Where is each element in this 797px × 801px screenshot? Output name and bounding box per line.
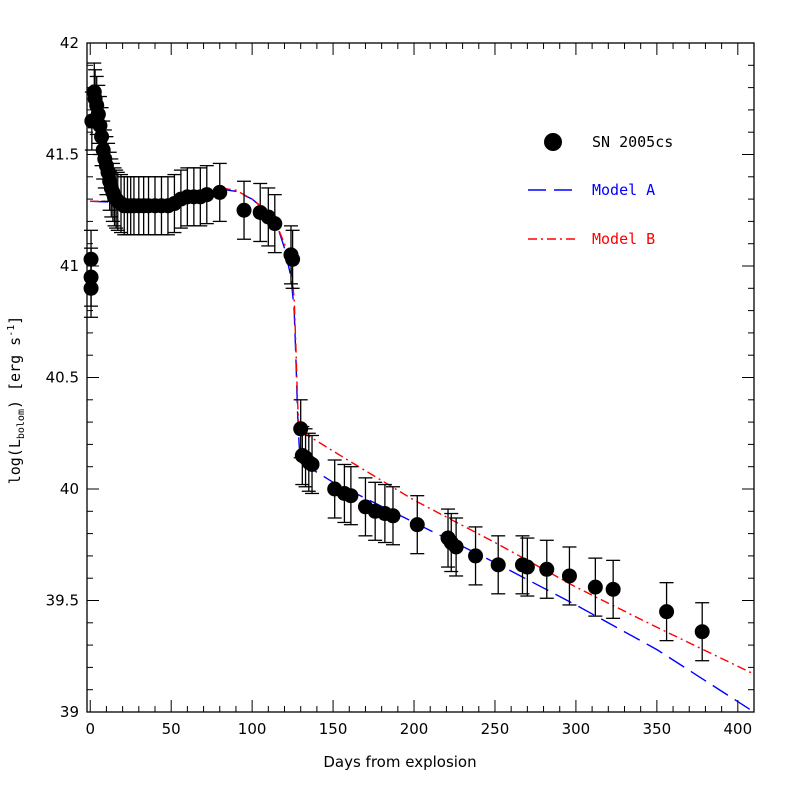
y-tick-label: 40 <box>60 480 79 498</box>
y-tick-label: 40.5 <box>46 369 79 387</box>
x-tick-label: 200 <box>400 720 429 738</box>
legend-label: Model B <box>592 230 655 248</box>
legend-label: SN 2005cs <box>592 133 673 151</box>
data-point <box>343 488 359 504</box>
legend: SN 2005cs Model A Model B <box>528 133 673 248</box>
x-tick-label: 100 <box>238 720 267 738</box>
x-tick-label: 400 <box>723 720 752 738</box>
data-point <box>385 508 401 524</box>
x-tick-label: 300 <box>562 720 591 738</box>
data-point <box>468 548 484 564</box>
y-axis-label-superscript: -1 <box>6 325 17 337</box>
x-tick-label: 150 <box>319 720 348 738</box>
model-a-curve <box>90 188 754 712</box>
data-point <box>409 517 425 533</box>
x-axis-label: Days from explosion <box>323 753 476 771</box>
data-point <box>561 568 577 584</box>
x-tick-label: 350 <box>643 720 672 738</box>
data-point <box>304 456 320 472</box>
y-tick-label: 41 <box>60 257 79 275</box>
y-axis-label-subscript: bolom <box>16 409 27 439</box>
data-point <box>519 559 535 575</box>
data-point <box>448 539 464 555</box>
data-point <box>694 624 710 640</box>
data-point <box>587 579 603 595</box>
y-axis-label-end: ] <box>6 316 24 325</box>
data-point <box>267 216 283 232</box>
y-axis-label: log(Lbolom) [erg s-1] <box>6 316 27 485</box>
y-tick-label: 42 <box>60 34 79 52</box>
x-tick-label: 50 <box>162 720 181 738</box>
data-point <box>212 184 228 200</box>
data-point <box>199 187 215 203</box>
y-axis-label-main: log(L <box>6 439 24 484</box>
model-curves <box>90 187 754 712</box>
data-points <box>83 62 710 662</box>
x-tick-label: 250 <box>481 720 510 738</box>
data-point <box>490 557 506 573</box>
data-point <box>285 251 301 267</box>
y-tick-label: 41.5 <box>46 146 79 164</box>
data-point <box>539 561 555 577</box>
y-axis-label-rest: ) [erg s <box>6 337 24 409</box>
y-tick-label: 39 <box>60 703 79 721</box>
data-point <box>605 581 621 597</box>
legend-marker-sn2005cs <box>544 133 562 151</box>
data-point <box>83 251 99 267</box>
data-point <box>236 202 252 218</box>
model-b-curve <box>90 187 754 675</box>
x-tick-label: 0 <box>85 720 95 738</box>
y-tick-label: 39.5 <box>46 592 79 610</box>
data-point <box>659 604 675 620</box>
legend-label: Model A <box>592 181 655 199</box>
axes: 0 50 100 150 200 250 300 350 400 39 39.5 40 40.5 41 41… <box>46 34 755 738</box>
